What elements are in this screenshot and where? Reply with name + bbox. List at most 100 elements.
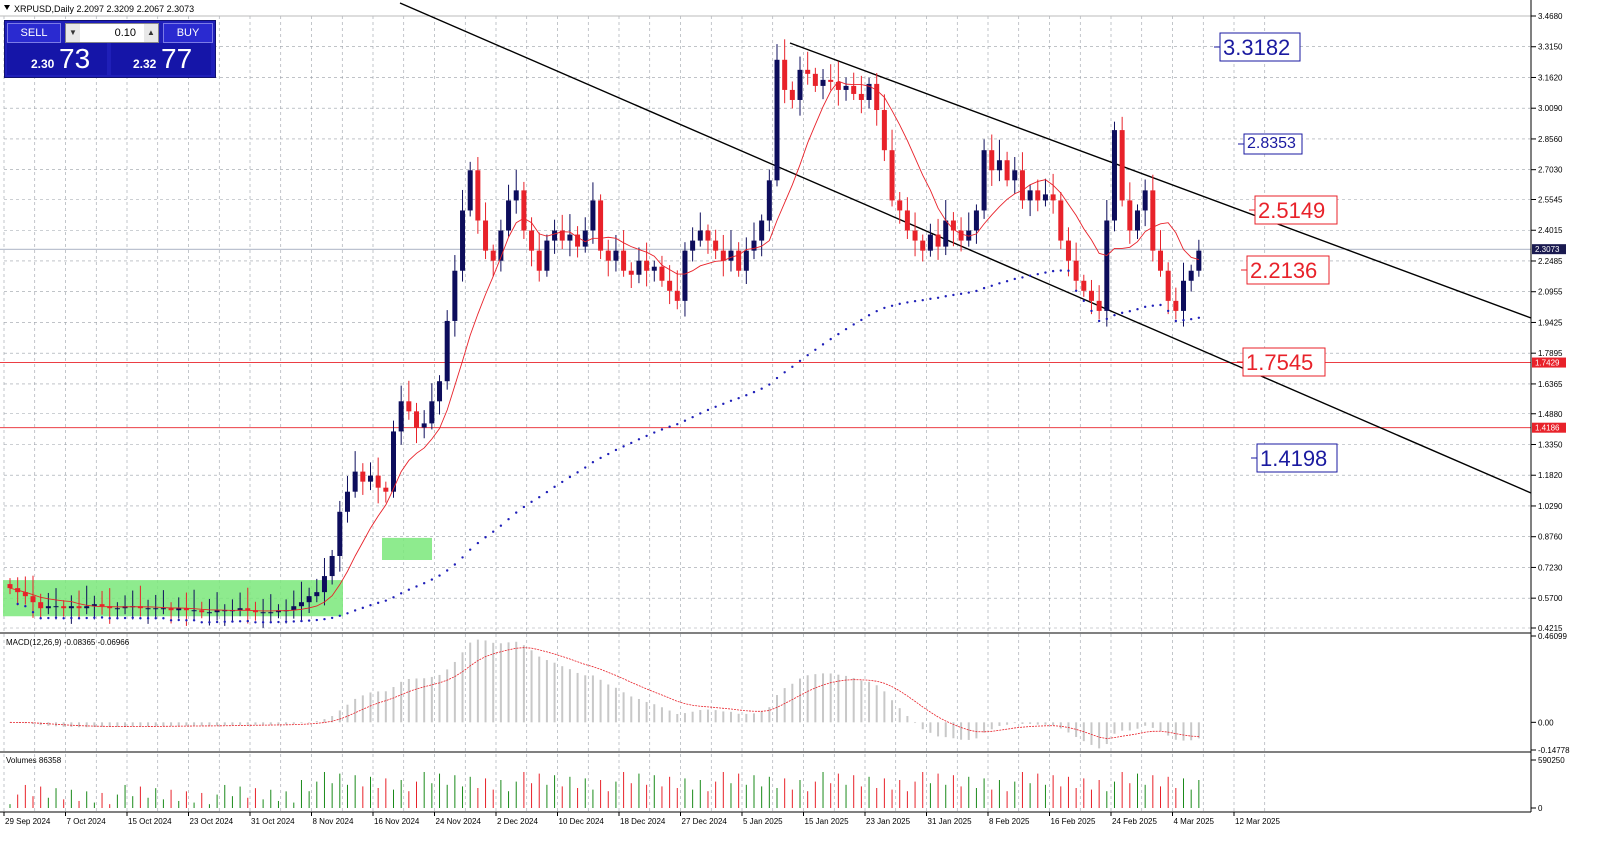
candle-bull	[421, 423, 427, 428]
macd-bar	[177, 722, 180, 726]
date-tick-label: 10 Dec 2024	[559, 817, 605, 826]
sar-dot	[637, 438, 641, 441]
candle-bear	[674, 290, 680, 301]
level-label-text: 2.5149	[1258, 198, 1325, 223]
candle-bear	[789, 89, 795, 100]
macd-bar	[108, 722, 111, 727]
sar-dot	[952, 293, 955, 297]
macd-bar	[331, 716, 334, 723]
macd-bar	[300, 722, 303, 724]
sar-dot	[775, 376, 779, 380]
candle-bear	[705, 230, 711, 241]
price-tick-label: 1.9425	[1538, 318, 1563, 327]
sar-dot	[921, 298, 924, 302]
candle-bear	[720, 250, 726, 261]
candle-bear	[1065, 240, 1071, 261]
macd-bar	[545, 660, 548, 723]
macd-bar	[239, 722, 242, 725]
date-tick-label: 23 Oct 2024	[190, 817, 234, 826]
price-tick-label: 2.4015	[1538, 226, 1563, 235]
sar-dot	[714, 405, 717, 408]
macd-bar	[32, 722, 35, 725]
macd-bar	[430, 676, 433, 723]
candle-bear	[713, 240, 719, 251]
lot-increase-icon[interactable]: ▲	[144, 24, 158, 42]
sar-dot	[867, 314, 871, 317]
macd-bar	[745, 713, 748, 723]
macd-bar	[223, 722, 226, 726]
macd-bar	[691, 711, 694, 723]
price-tick-label: 0.5700	[1538, 594, 1563, 603]
buy-button[interactable]: BUY	[163, 23, 213, 43]
macd-bar	[921, 722, 924, 730]
sell-price[interactable]: 2.30 73	[7, 43, 107, 75]
candle-bull	[352, 471, 358, 492]
price-tick-label: 1.4880	[1538, 410, 1563, 419]
candle-bear	[559, 230, 565, 241]
sar-dot	[768, 383, 771, 386]
sar-dot	[607, 452, 610, 456]
volume-tick-label: 590250	[1538, 756, 1565, 765]
candle-bear	[621, 250, 627, 271]
sar-dot	[691, 415, 694, 419]
candle-bear	[1088, 290, 1094, 301]
collapse-triangle-icon[interactable]	[4, 5, 10, 10]
macd-bar	[308, 722, 311, 723]
level-label-box	[1254, 195, 1338, 225]
macd-bar	[929, 722, 932, 733]
macd-bar	[729, 711, 732, 723]
macd-bar	[952, 722, 955, 739]
sar-dot	[330, 616, 334, 620]
macd-bar	[553, 662, 556, 723]
candle-bear	[1073, 260, 1079, 281]
lot-decrease-icon[interactable]: ▼	[66, 24, 80, 42]
sar-dot	[154, 617, 157, 620]
sar-dot	[1082, 299, 1086, 303]
macd-bar	[591, 675, 594, 723]
macd-bar	[937, 722, 940, 737]
date-tick-label: 7 Oct 2024	[67, 817, 107, 826]
date-tick-label: 29 Sep 2024	[5, 817, 51, 826]
macd-bar	[1098, 722, 1101, 749]
sar-dot	[630, 441, 633, 445]
date-tick-label: 18 Dec 2024	[620, 817, 666, 826]
macd-bar	[1090, 722, 1093, 745]
price-tick-label: 1.0290	[1538, 502, 1563, 511]
candle-bear	[76, 606, 82, 609]
candle-bear	[1019, 170, 1025, 201]
macd-bar	[1144, 722, 1147, 726]
sar-dot	[599, 456, 602, 460]
current-price-tag	[1532, 244, 1566, 255]
candle-bull	[321, 576, 327, 593]
sell-button[interactable]: SELL	[7, 23, 61, 43]
macd-bar	[1136, 722, 1139, 729]
macd-bar	[1075, 722, 1078, 738]
one-click-trading-panel: SELL ▼ 0.10 ▲ BUY 2.30 73 2.32 77	[4, 20, 216, 78]
candle-bear	[989, 150, 995, 171]
sar-dot	[591, 461, 595, 464]
sar-dot	[860, 318, 863, 322]
date-tick-label: 27 Dec 2024	[682, 817, 728, 826]
lot-size-input[interactable]: ▼ 0.10 ▲	[65, 23, 159, 43]
candle-bear	[874, 83, 880, 111]
candle-bull	[437, 381, 443, 402]
macd-bar	[62, 722, 65, 727]
candle-bear	[1119, 130, 1125, 201]
candle-bear	[812, 73, 818, 86]
date-tick-label: 12 Mar 2025	[1235, 817, 1280, 826]
buy-price[interactable]: 2.32 77	[111, 43, 211, 75]
sar-dot	[1166, 309, 1170, 313]
candle-bull	[391, 431, 396, 492]
candle-bull	[45, 606, 51, 609]
macd-bar	[660, 707, 663, 723]
macd-bar	[852, 677, 855, 723]
sar-dot	[476, 541, 480, 545]
candle-bear	[199, 610, 205, 613]
macd-bar	[438, 674, 441, 723]
sar-dot	[192, 619, 196, 622]
macd-bar	[645, 701, 648, 723]
sar-dot	[284, 620, 288, 623]
level-label-box	[1243, 133, 1303, 155]
macd-signal-line	[9, 647, 1199, 739]
sar-dot	[469, 548, 472, 551]
